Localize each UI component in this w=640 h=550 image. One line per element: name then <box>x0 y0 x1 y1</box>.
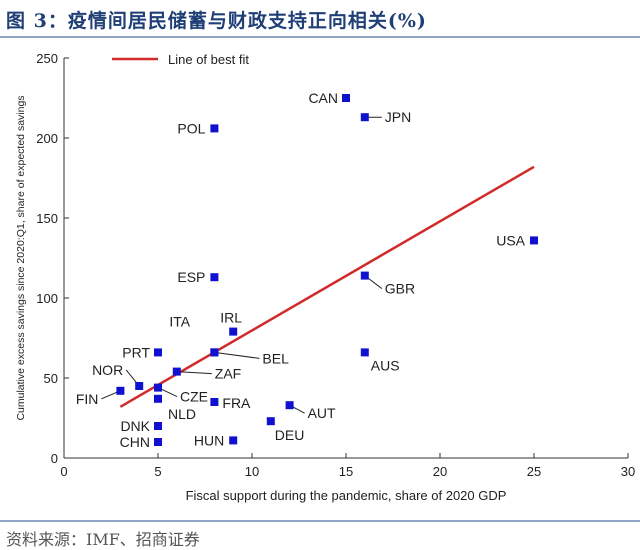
point-label: CAN <box>308 90 338 106</box>
x-tick-label: 5 <box>154 464 161 479</box>
y-axis-title: Cumulative excess savings since 2020:Q1,… <box>15 95 27 420</box>
x-tick-label: 15 <box>339 464 353 479</box>
label-leader-line <box>214 351 260 359</box>
point-label: NLD <box>168 406 196 422</box>
point-label: DNK <box>120 418 150 434</box>
scatter-point <box>154 394 162 403</box>
point-label: PRT <box>122 344 150 360</box>
x-tick-label: 30 <box>621 464 635 479</box>
scatter-point <box>229 436 238 445</box>
x-tick-label: 10 <box>245 464 259 479</box>
scatter-point <box>154 438 162 446</box>
scatter-point <box>342 94 350 102</box>
point-label: ESP <box>177 269 205 285</box>
scatter-point <box>360 348 369 357</box>
scatter-point <box>266 417 275 426</box>
point-label: JPN <box>385 109 411 125</box>
scatter-point <box>285 401 294 410</box>
scatter-point <box>210 348 219 357</box>
figure-title: 图 3：疫情间居民储蓄与财政支持正向相关(%) <box>0 0 640 38</box>
label-leader-line <box>176 371 212 375</box>
scatter-point <box>154 383 162 392</box>
scatter-point <box>229 327 238 336</box>
point-label: USA <box>496 232 525 248</box>
scatter-point <box>210 398 219 406</box>
scatter-chart: 0 5 10 15 20 25 30 0 50 100 150 200 250 Fiscal suppor… <box>15 51 635 503</box>
point-label: GBR <box>385 281 415 297</box>
y-tick-label: 50 <box>44 371 58 386</box>
point-label: FRA <box>222 395 251 411</box>
point-label: HUN <box>194 432 224 448</box>
point-label: DEU <box>275 427 305 443</box>
scatter-point <box>210 124 219 133</box>
x-tick-label: 0 <box>60 464 67 479</box>
fit-line <box>119 165 535 408</box>
point-label: BEL <box>262 350 289 366</box>
point-label: ITA <box>169 313 190 329</box>
scatter-point <box>360 113 369 122</box>
legend-label: Line of best fit <box>168 52 249 67</box>
y-tick-label: 100 <box>36 291 58 306</box>
point-label: FIN <box>76 391 99 407</box>
scatter-point <box>530 236 538 245</box>
point-label: AUS <box>371 357 400 373</box>
x-axis-title: Fiscal support during the pandemic, shar… <box>186 488 507 503</box>
y-tick-label: 250 <box>36 51 58 66</box>
point-label: ZAF <box>215 366 241 382</box>
scatter-point <box>172 367 181 376</box>
point-label: IRL <box>220 310 242 326</box>
y-tick-label: 0 <box>51 451 58 466</box>
scatter-point <box>116 386 125 395</box>
scatter-point <box>135 382 144 390</box>
scatter-point <box>154 422 162 430</box>
scatter-point <box>360 271 369 280</box>
x-tick-label: 25 <box>527 464 541 479</box>
scatter-point <box>210 273 219 282</box>
x-tick-label: 20 <box>433 464 447 479</box>
point-label: AUT <box>308 405 336 421</box>
point-label: CHN <box>120 434 150 450</box>
point-label: CZE <box>180 389 208 405</box>
point-label: NOR <box>92 362 123 378</box>
source-note: 资料来源：IMF、招商证券 <box>0 520 640 550</box>
y-tick-label: 150 <box>36 211 58 226</box>
point-label: POL <box>177 120 205 136</box>
scatter-point <box>154 348 162 357</box>
y-tick-label: 200 <box>36 131 58 146</box>
